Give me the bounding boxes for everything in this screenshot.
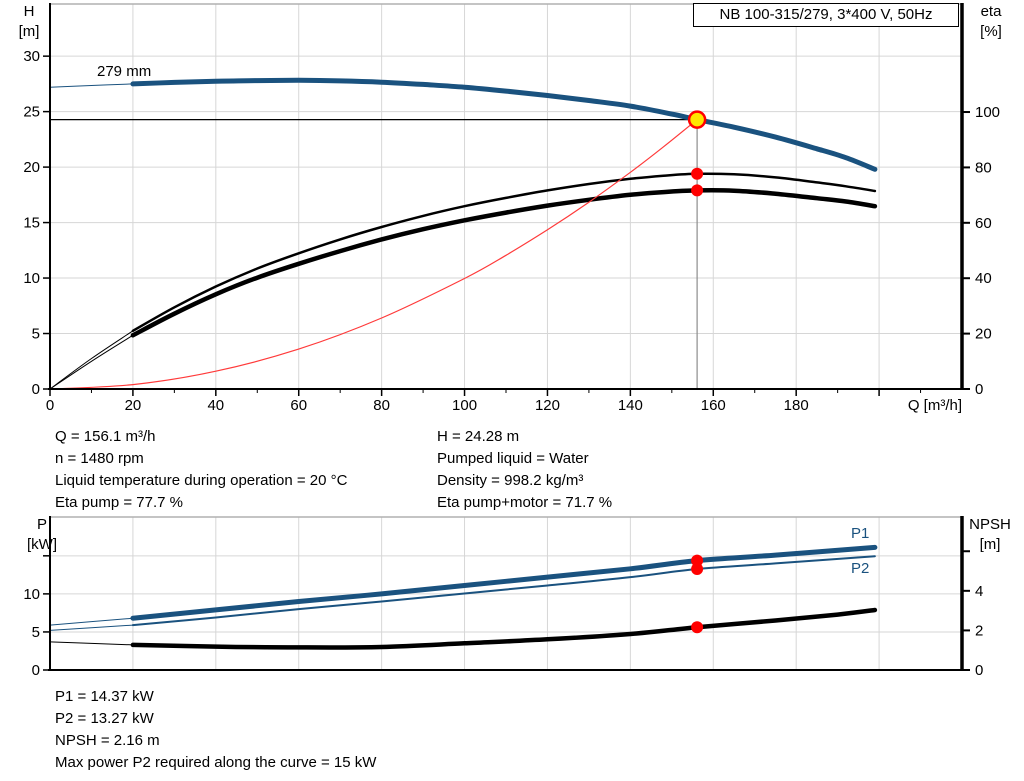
svg-text:60: 60	[290, 397, 307, 414]
h-axis-label: H [m]	[18, 3, 40, 40]
svg-text:0: 0	[32, 381, 40, 398]
svg-text:25: 25	[23, 104, 40, 121]
impeller-diameter-label: 279 mm	[97, 63, 152, 80]
power-npsh-chart: 0 5 10 0 2 4	[23, 516, 983, 679]
svg-text:30: 30	[23, 48, 40, 65]
eta-pump-text: Eta pump = 77.7 %	[55, 494, 183, 511]
svg-text:5: 5	[32, 624, 40, 641]
svg-text:4: 4	[975, 583, 983, 600]
pumped-liquid-text: Pumped liquid = Water	[437, 450, 589, 467]
duty-head-text: H = 24.28 m	[437, 428, 520, 445]
head-curve	[49, 77, 878, 172]
duty-dot[interactable]	[691, 554, 704, 567]
eta-pump-motor-text: Eta pump+motor = 71.7 %	[437, 494, 613, 511]
duty-flow-text: Q = 156.1 m³/h	[55, 428, 156, 445]
axes: 0 5 10 0 2 4	[23, 516, 983, 679]
axes: 0 20 40 60 80 100 120 140 160 180 0 5 10 15 20 25 30 0 20 4…	[23, 3, 1000, 414]
q-axis-label: Q [m³/h]	[907, 397, 962, 414]
system-curve	[49, 119, 698, 390]
svg-text:100: 100	[975, 104, 1000, 121]
svg-text:180: 180	[784, 397, 809, 414]
npsh-axis-label: NPSH [m]	[969, 516, 1011, 553]
p2-value-text: P2 = 13.27 kW	[55, 710, 154, 727]
svg-text:10: 10	[23, 270, 40, 287]
duty-dot[interactable]	[691, 167, 704, 180]
max-power-text: Max power P2 required along the curve = …	[55, 754, 377, 771]
power-info: P1 = 14.37 kW P2 = 13.27 kW NPSH = 2.16 …	[55, 686, 376, 774]
svg-text:80: 80	[373, 397, 390, 414]
p1-curve	[49, 544, 878, 626]
pump-model-title: NB 100-315/279, 3*400 V, 50Hz	[693, 3, 959, 27]
svg-text:120: 120	[535, 397, 560, 414]
svg-text:15: 15	[23, 215, 40, 232]
p2-curve-label: P2	[851, 560, 870, 577]
svg-text:20: 20	[23, 159, 40, 176]
svg-text:10: 10	[23, 586, 40, 603]
svg-text:20: 20	[975, 326, 992, 343]
p1-curve-label: P1	[851, 525, 870, 542]
p1-value-text: P1 = 14.37 kW	[55, 688, 154, 705]
svg-text:5: 5	[32, 326, 40, 343]
density-text: Density = 998.2 kg/m³	[437, 472, 584, 489]
p2-curve	[49, 555, 876, 631]
npsh-curve	[49, 607, 878, 650]
gridlines	[50, 4, 962, 389]
duty-dot[interactable]	[691, 184, 704, 197]
duty-dot[interactable]	[691, 621, 704, 634]
speed-text: n = 1480 rpm	[55, 450, 144, 467]
svg-text:160: 160	[701, 397, 726, 414]
duty-dot[interactable]	[691, 562, 704, 575]
svg-text:40: 40	[975, 270, 992, 287]
hq-eta-chart: 0 20 40 60 80 100 120 140 160 180 0 5 10 15 20 25 30 0 20 4…	[23, 3, 1000, 414]
svg-text:0: 0	[975, 662, 983, 679]
svg-text:20: 20	[125, 397, 142, 414]
svg-text:2: 2	[975, 622, 983, 639]
duty-point-marker[interactable]	[687, 110, 707, 129]
svg-text:0: 0	[32, 662, 40, 679]
svg-text:40: 40	[207, 397, 224, 414]
eta-pump-motor-curve	[49, 187, 878, 390]
eta-pump-curve	[49, 172, 877, 390]
npsh-value-text: NPSH = 2.16 m	[55, 732, 160, 749]
duty-info-left: Q = 156.1 m³/h n = 1480 rpm Liquid tempe…	[55, 426, 347, 514]
eta-axis-label: eta [%]	[980, 3, 1002, 40]
svg-text:140: 140	[618, 397, 643, 414]
p-axis-label: P [kW]	[27, 516, 57, 553]
svg-text:60: 60	[975, 215, 992, 232]
liquid-temp-text: Liquid temperature during operation = 20…	[55, 472, 348, 489]
svg-text:0: 0	[46, 397, 54, 414]
svg-text:100: 100	[452, 397, 477, 414]
duty-info-right: H = 24.28 m Pumped liquid = Water Densit…	[437, 426, 612, 514]
svg-text:0: 0	[975, 381, 983, 398]
gridlines	[50, 517, 962, 670]
svg-text:80: 80	[975, 159, 992, 176]
